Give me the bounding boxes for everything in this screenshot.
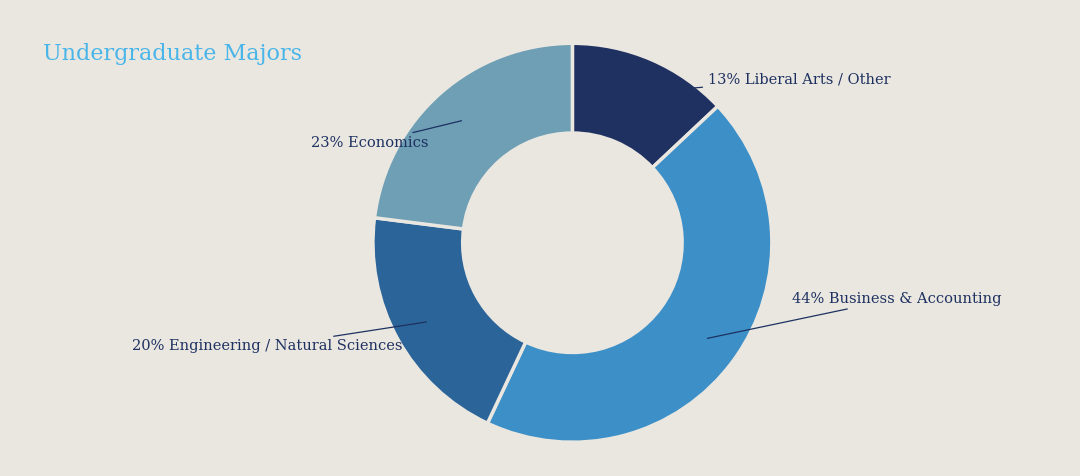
Wedge shape <box>375 43 572 229</box>
Wedge shape <box>572 43 718 168</box>
Text: 20% Engineering / Natural Sciences: 20% Engineering / Natural Sciences <box>133 322 427 354</box>
Wedge shape <box>373 218 526 423</box>
Text: 44% Business & Accounting: 44% Business & Accounting <box>707 292 1001 338</box>
Text: 23% Economics: 23% Economics <box>311 121 461 150</box>
Text: Undergraduate Majors: Undergraduate Majors <box>43 43 302 65</box>
Text: 13% Liberal Arts / Other: 13% Liberal Arts / Other <box>640 72 891 92</box>
Wedge shape <box>487 106 772 442</box>
